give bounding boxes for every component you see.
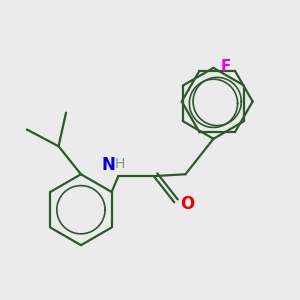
Text: H: H <box>115 157 125 171</box>
Text: N: N <box>101 156 115 174</box>
Text: F: F <box>220 58 230 74</box>
Text: O: O <box>180 195 194 213</box>
